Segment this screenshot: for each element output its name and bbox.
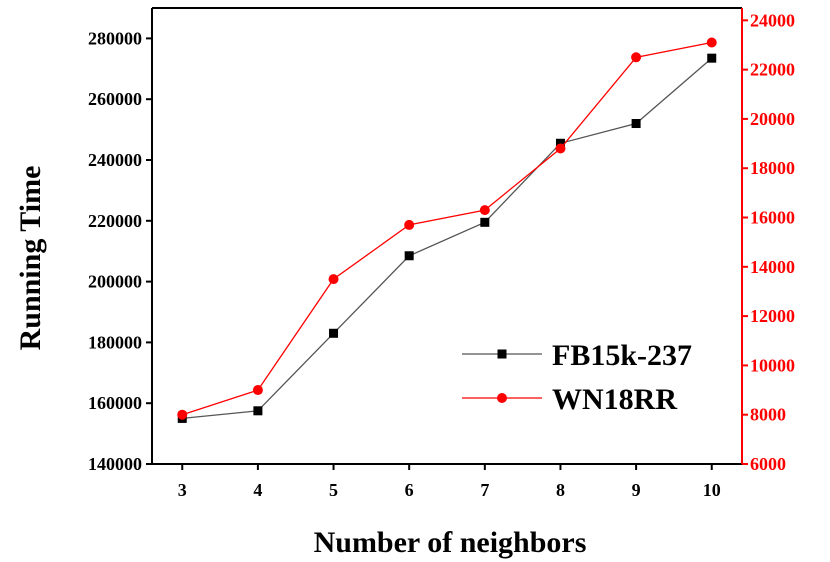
x-tick-label: 9	[632, 480, 641, 500]
right-tick-label: 12000	[750, 306, 795, 326]
right-tick-label: 24000	[750, 10, 795, 30]
series-layer	[177, 37, 717, 423]
left-tick-label: 280000	[88, 28, 142, 48]
legend: FB15k-237 WN18RR	[462, 339, 692, 416]
left-tick-label: 220000	[88, 211, 142, 231]
data-point	[631, 52, 642, 63]
bottom-axis-ticks: 3 4 5 6 7 8 9 10	[178, 464, 721, 500]
data-point	[706, 37, 717, 48]
x-tick-label: 6	[405, 480, 414, 500]
right-tick-label: 18000	[750, 158, 795, 178]
legend-marker	[497, 393, 507, 403]
x-tick-label: 8	[556, 480, 565, 500]
right-axis-ticks: 6000 8000 10000 12000 14000 16000 18000 20000 22…	[742, 10, 795, 474]
left-tick-label: 260000	[88, 89, 142, 109]
data-point	[707, 53, 717, 63]
left-tick-label: 240000	[88, 150, 142, 170]
y-axis-title: Running Time	[14, 166, 47, 351]
data-point	[252, 385, 263, 396]
data-point	[479, 205, 490, 216]
data-point	[404, 251, 414, 261]
data-point	[480, 217, 490, 227]
plot-frame	[151, 7, 743, 465]
data-point	[253, 406, 263, 416]
right-tick-label: 6000	[750, 454, 786, 474]
x-tick-label: 7	[480, 480, 489, 500]
legend-label: WN18RR	[552, 383, 677, 416]
right-tick-label: 20000	[750, 109, 795, 129]
legend-label: FB15k-237	[552, 339, 692, 372]
right-tick-label: 22000	[750, 60, 795, 80]
left-tick-label: 200000	[88, 272, 142, 292]
left-axis-ticks: 140000 160000 180000 200000 220000 240000 2600…	[88, 28, 152, 474]
data-point	[404, 219, 415, 230]
series-line-1	[182, 41, 712, 416]
data-point	[329, 328, 339, 338]
right-tick-label: 10000	[750, 355, 795, 375]
x-tick-label: 3	[178, 480, 187, 500]
left-tick-label: 160000	[88, 393, 142, 413]
data-point	[555, 138, 565, 148]
x-tick-label: 10	[703, 480, 721, 500]
data-point	[177, 409, 188, 420]
right-tick-label: 16000	[750, 208, 795, 228]
data-point	[555, 143, 566, 154]
left-tick-label: 180000	[88, 332, 142, 352]
legend-marker	[497, 349, 507, 359]
right-tick-label: 8000	[750, 405, 786, 425]
x-tick-label: 4	[253, 480, 262, 500]
right-tick-label: 14000	[750, 257, 795, 277]
x-tick-label: 5	[329, 480, 338, 500]
x-axis-title: Number of neighbors	[314, 526, 587, 559]
left-tick-label: 140000	[88, 454, 142, 474]
data-point	[328, 274, 339, 285]
series-line-0	[182, 57, 713, 420]
data-point	[631, 119, 641, 129]
